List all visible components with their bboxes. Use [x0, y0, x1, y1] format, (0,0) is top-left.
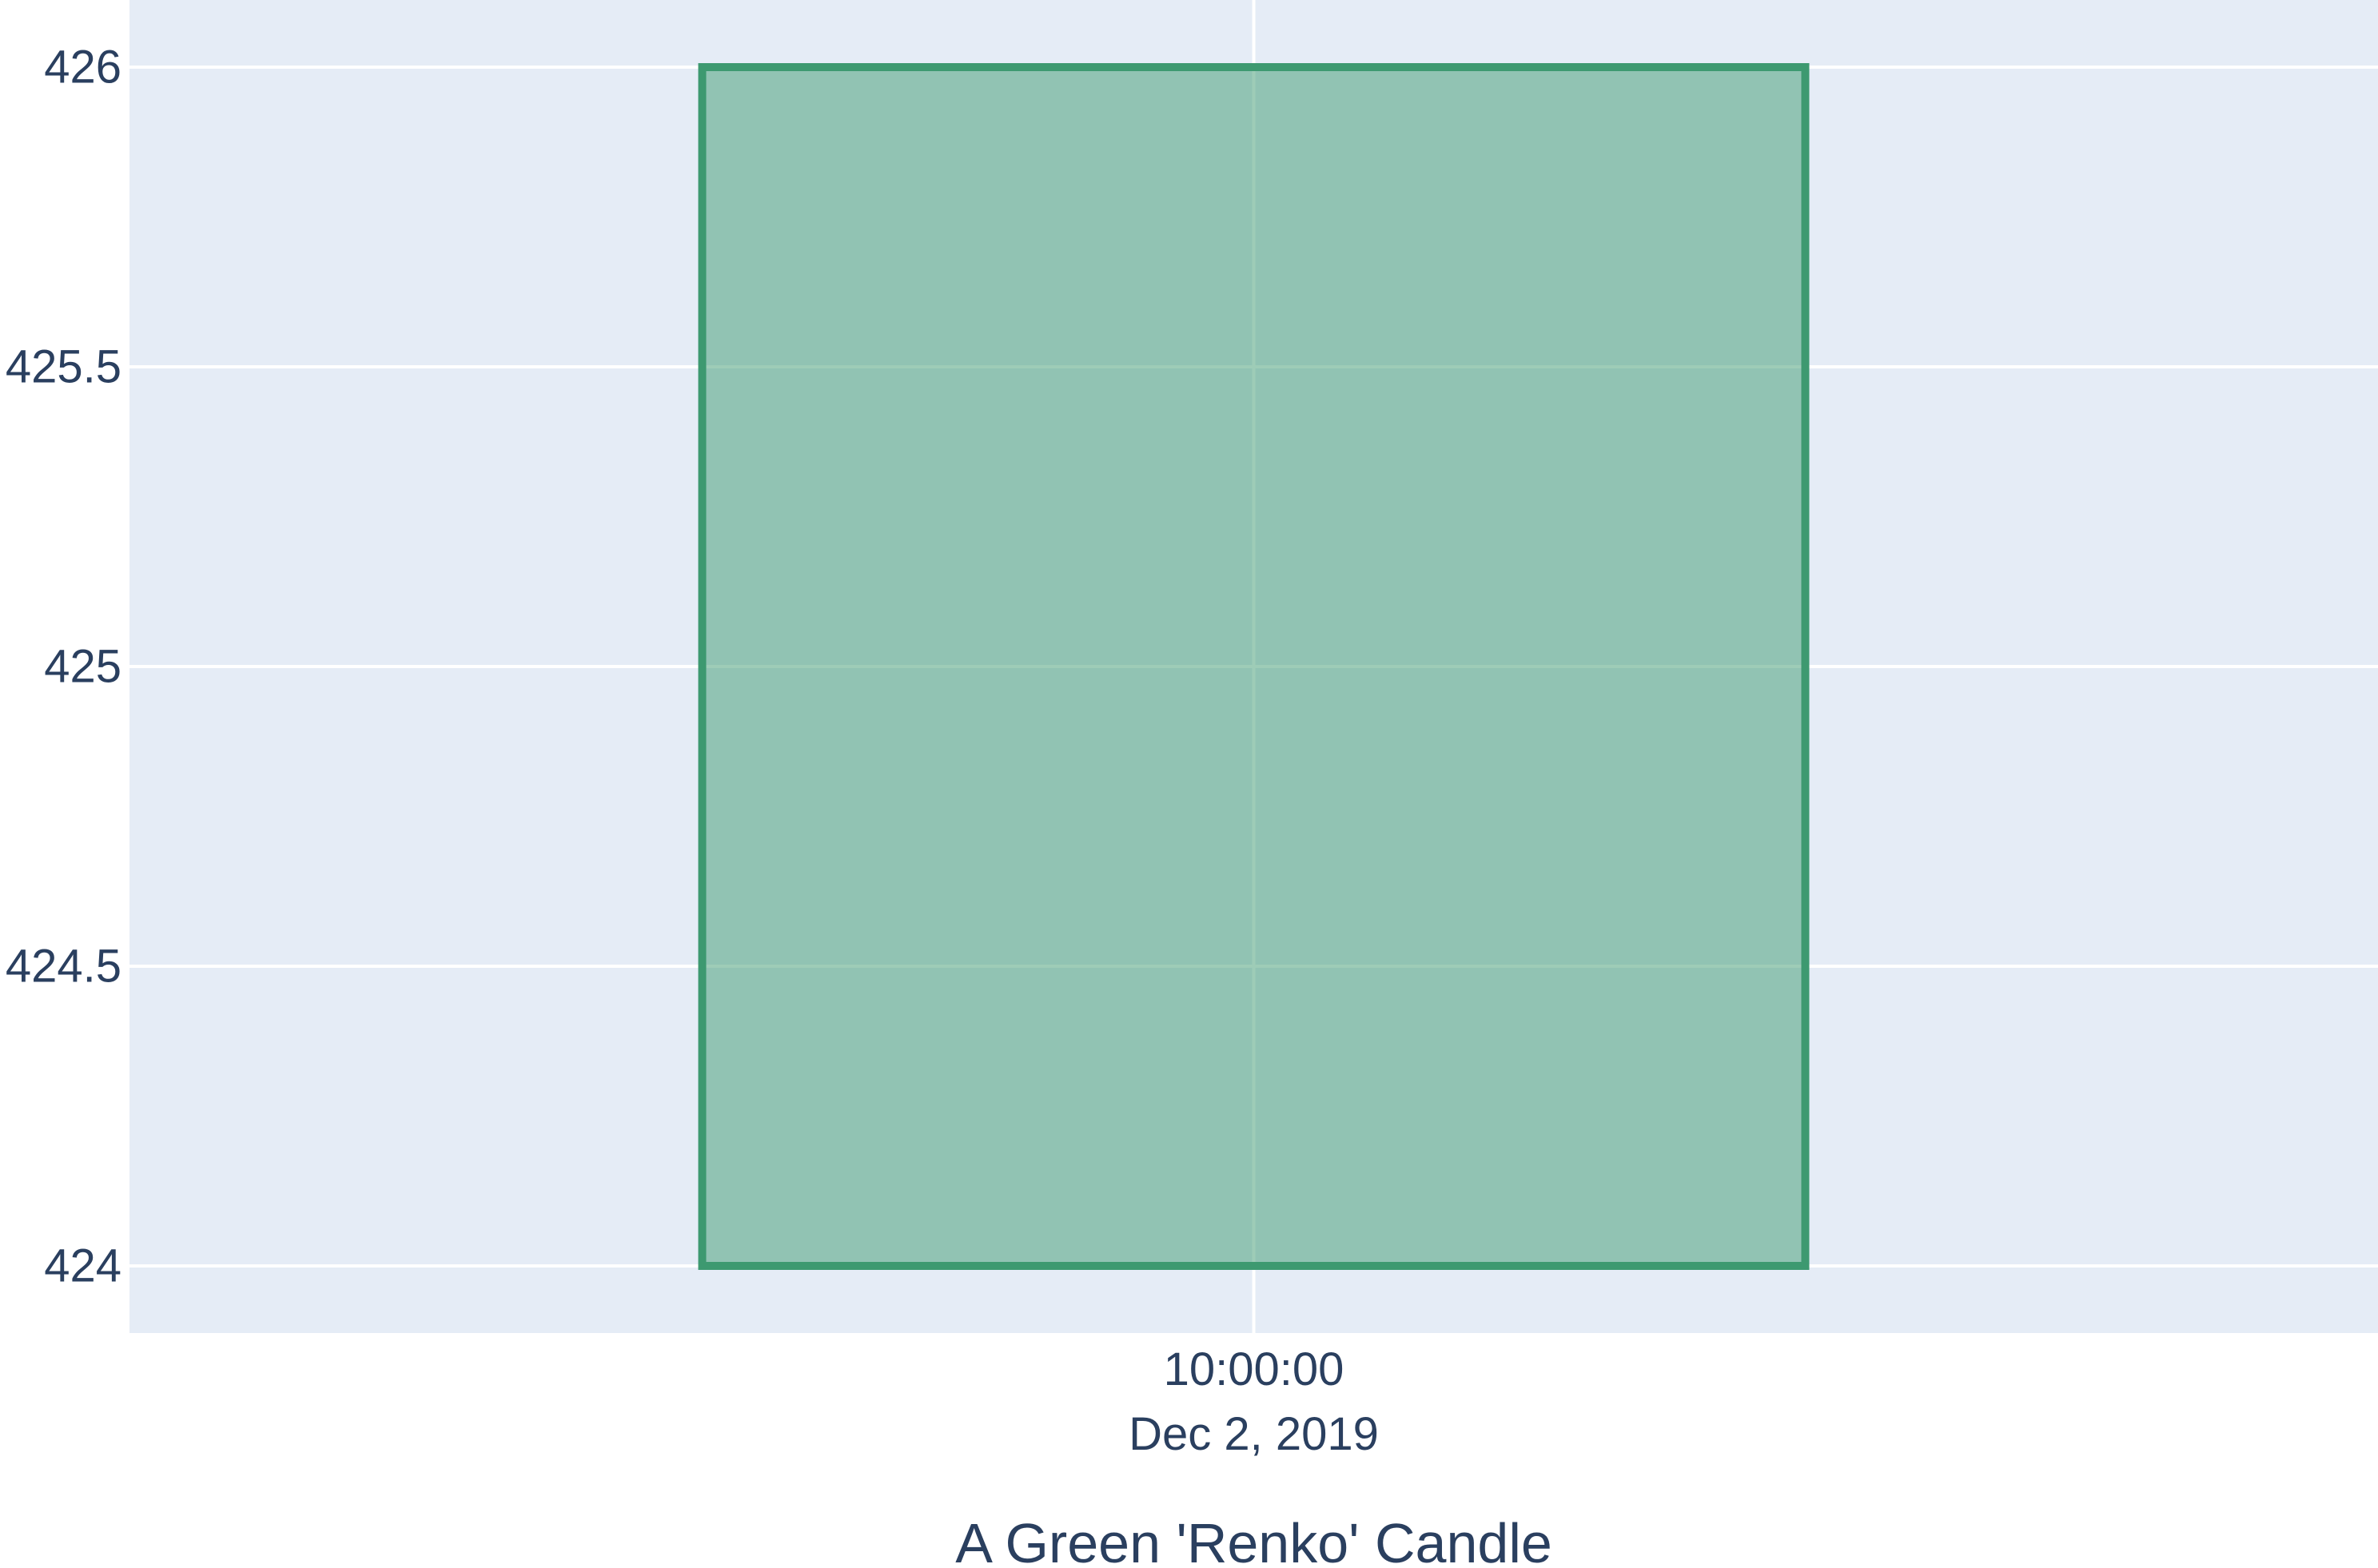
y-tick-label: 424 — [44, 1240, 121, 1292]
candle-body — [698, 63, 1810, 1270]
x-axis-title: A Green 'Renko' Candle — [955, 1512, 1552, 1568]
x-axis-ticks: 10:00:00 Dec 2, 2019 — [1129, 1343, 1379, 1460]
candles — [698, 63, 1810, 1270]
y-tick-label: 425.5 — [6, 341, 121, 393]
y-tick-label: 424.5 — [6, 941, 121, 993]
y-axis-ticks: 424 424.5 425 425.5 426 — [6, 42, 121, 1292]
x-tick-label-time: 10:00:00 — [1164, 1343, 1344, 1395]
y-tick-label: 426 — [44, 42, 121, 94]
x-tick-label-date: Dec 2, 2019 — [1129, 1408, 1379, 1460]
y-tick-label: 425 — [44, 641, 121, 693]
